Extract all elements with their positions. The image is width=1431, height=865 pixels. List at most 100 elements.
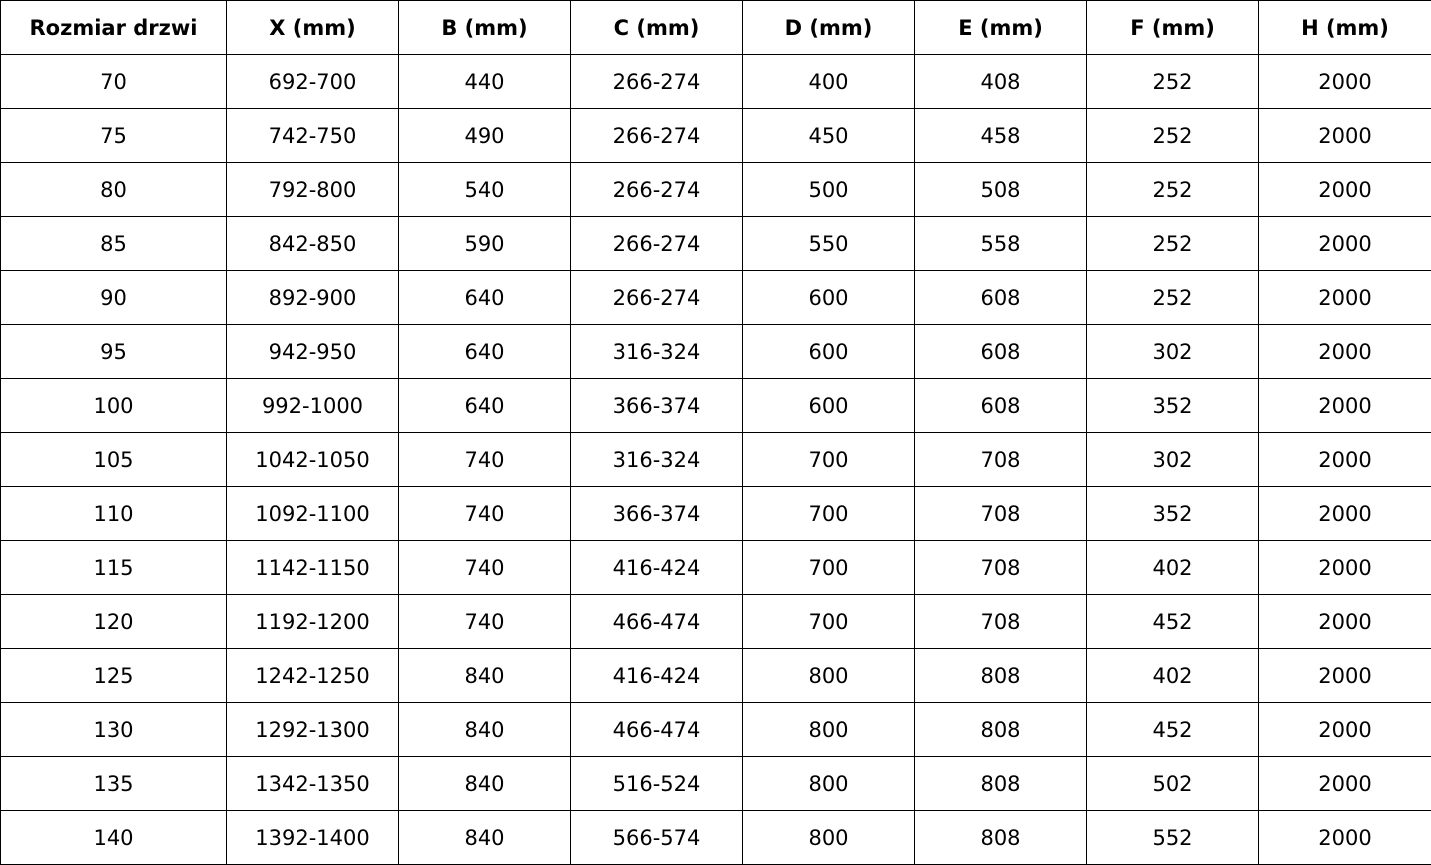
- table-cell: 125: [0, 648, 227, 703]
- table-cell: 402: [1086, 540, 1259, 595]
- table-cell: 130: [0, 702, 227, 757]
- table-cell: 840: [398, 702, 571, 757]
- table-cell: 70: [0, 54, 227, 109]
- table-cell: 540: [398, 162, 571, 217]
- table-cell: 600: [742, 378, 915, 433]
- table-cell: 708: [914, 486, 1087, 541]
- table-cell: 740: [398, 486, 571, 541]
- table-row: 110 1092-1100 740 366-374 700 708 352 2000: [0, 486, 1431, 541]
- table-cell: 840: [398, 810, 571, 865]
- table-cell: 640: [398, 270, 571, 325]
- table-cell: 450: [742, 108, 915, 163]
- table-cell: 2000: [1258, 54, 1431, 109]
- table-cell: 466-474: [570, 702, 743, 757]
- table-row: 135 1342-1350 840 516-524 800 808 502 2000: [0, 756, 1431, 811]
- table-cell: 608: [914, 378, 1087, 433]
- table-cell: 708: [914, 594, 1087, 649]
- table-cell: 800: [742, 756, 915, 811]
- table-cell: 608: [914, 324, 1087, 379]
- table-cell: 708: [914, 540, 1087, 595]
- table-cell: 1192-1200: [226, 594, 399, 649]
- table-cell: 266-274: [570, 270, 743, 325]
- table-cell: 992-1000: [226, 378, 399, 433]
- table-cell: 2000: [1258, 162, 1431, 217]
- table-row: 130 1292-1300 840 466-474 800 808 452 2000: [0, 702, 1431, 757]
- table-cell: 740: [398, 540, 571, 595]
- table-cell: 558: [914, 216, 1087, 271]
- table-cell: 742-750: [226, 108, 399, 163]
- table-cell: 808: [914, 756, 1087, 811]
- table-cell: 75: [0, 108, 227, 163]
- table-cell: 490: [398, 108, 571, 163]
- column-header: X (mm): [226, 0, 399, 55]
- table-cell: 792-800: [226, 162, 399, 217]
- table-cell: 316-324: [570, 324, 743, 379]
- column-header: B (mm): [398, 0, 571, 55]
- table-cell: 600: [742, 324, 915, 379]
- table-cell: 1292-1300: [226, 702, 399, 757]
- table-cell: 452: [1086, 594, 1259, 649]
- table-cell: 266-274: [570, 216, 743, 271]
- table-cell: 2000: [1258, 270, 1431, 325]
- table-cell: 808: [914, 702, 1087, 757]
- table-cell: 640: [398, 378, 571, 433]
- table-row: 90 892-900 640 266-274 600 608 252 2000: [0, 270, 1431, 325]
- table-cell: 2000: [1258, 540, 1431, 595]
- table-cell: 2000: [1258, 648, 1431, 703]
- table-cell: 700: [742, 540, 915, 595]
- table-cell: 2000: [1258, 324, 1431, 379]
- table-cell: 550: [742, 216, 915, 271]
- table-cell: 2000: [1258, 702, 1431, 757]
- table-cell: 1092-1100: [226, 486, 399, 541]
- table-cell: 640: [398, 324, 571, 379]
- table-cell: 502: [1086, 756, 1259, 811]
- table-cell: 400: [742, 54, 915, 109]
- table-cell: 252: [1086, 162, 1259, 217]
- table-cell: 800: [742, 648, 915, 703]
- table-row: 75 742-750 490 266-274 450 458 252 2000: [0, 108, 1431, 163]
- table-cell: 252: [1086, 216, 1259, 271]
- table-cell: 2000: [1258, 810, 1431, 865]
- table-cell: 2000: [1258, 486, 1431, 541]
- table-cell: 95: [0, 324, 227, 379]
- table-cell: 416-424: [570, 648, 743, 703]
- table-cell: 316-324: [570, 432, 743, 487]
- table-cell: 1142-1150: [226, 540, 399, 595]
- table-cell: 2000: [1258, 432, 1431, 487]
- table-cell: 366-374: [570, 486, 743, 541]
- table-row: 140 1392-1400 840 566-574 800 808 552 2000: [0, 810, 1431, 865]
- table-cell: 120: [0, 594, 227, 649]
- table-cell: 840: [398, 756, 571, 811]
- table-row: 100 992-1000 640 366-374 600 608 352 2000: [0, 378, 1431, 433]
- table-cell: 2000: [1258, 108, 1431, 163]
- table-cell: 942-950: [226, 324, 399, 379]
- table-cell: 608: [914, 270, 1087, 325]
- table-row: 115 1142-1150 740 416-424 700 708 402 2000: [0, 540, 1431, 595]
- table-cell: 2000: [1258, 756, 1431, 811]
- table-cell: 105: [0, 432, 227, 487]
- table-cell: 458: [914, 108, 1087, 163]
- table-cell: 1342-1350: [226, 756, 399, 811]
- table-cell: 266-274: [570, 108, 743, 163]
- table-cell: 80: [0, 162, 227, 217]
- table-row: 70 692-700 440 266-274 400 408 252 2000: [0, 54, 1431, 109]
- table-cell: 252: [1086, 270, 1259, 325]
- table-cell: 302: [1086, 432, 1259, 487]
- table-cell: 700: [742, 432, 915, 487]
- table-cell: 115: [0, 540, 227, 595]
- table-cell: 708: [914, 432, 1087, 487]
- table-cell: 842-850: [226, 216, 399, 271]
- table-row: 120 1192-1200 740 466-474 700 708 452 2000: [0, 594, 1431, 649]
- table-cell: 892-900: [226, 270, 399, 325]
- table-cell: 452: [1086, 702, 1259, 757]
- table-cell: 516-524: [570, 756, 743, 811]
- table-row: 95 942-950 640 316-324 600 608 302 2000: [0, 324, 1431, 379]
- table-cell: 2000: [1258, 378, 1431, 433]
- table-cell: 800: [742, 702, 915, 757]
- table-cell: 100: [0, 378, 227, 433]
- table-cell: 352: [1086, 486, 1259, 541]
- column-header: Rozmiar drzwi: [0, 0, 227, 55]
- table-cell: 416-424: [570, 540, 743, 595]
- table-cell: 408: [914, 54, 1087, 109]
- column-header: C (mm): [570, 0, 743, 55]
